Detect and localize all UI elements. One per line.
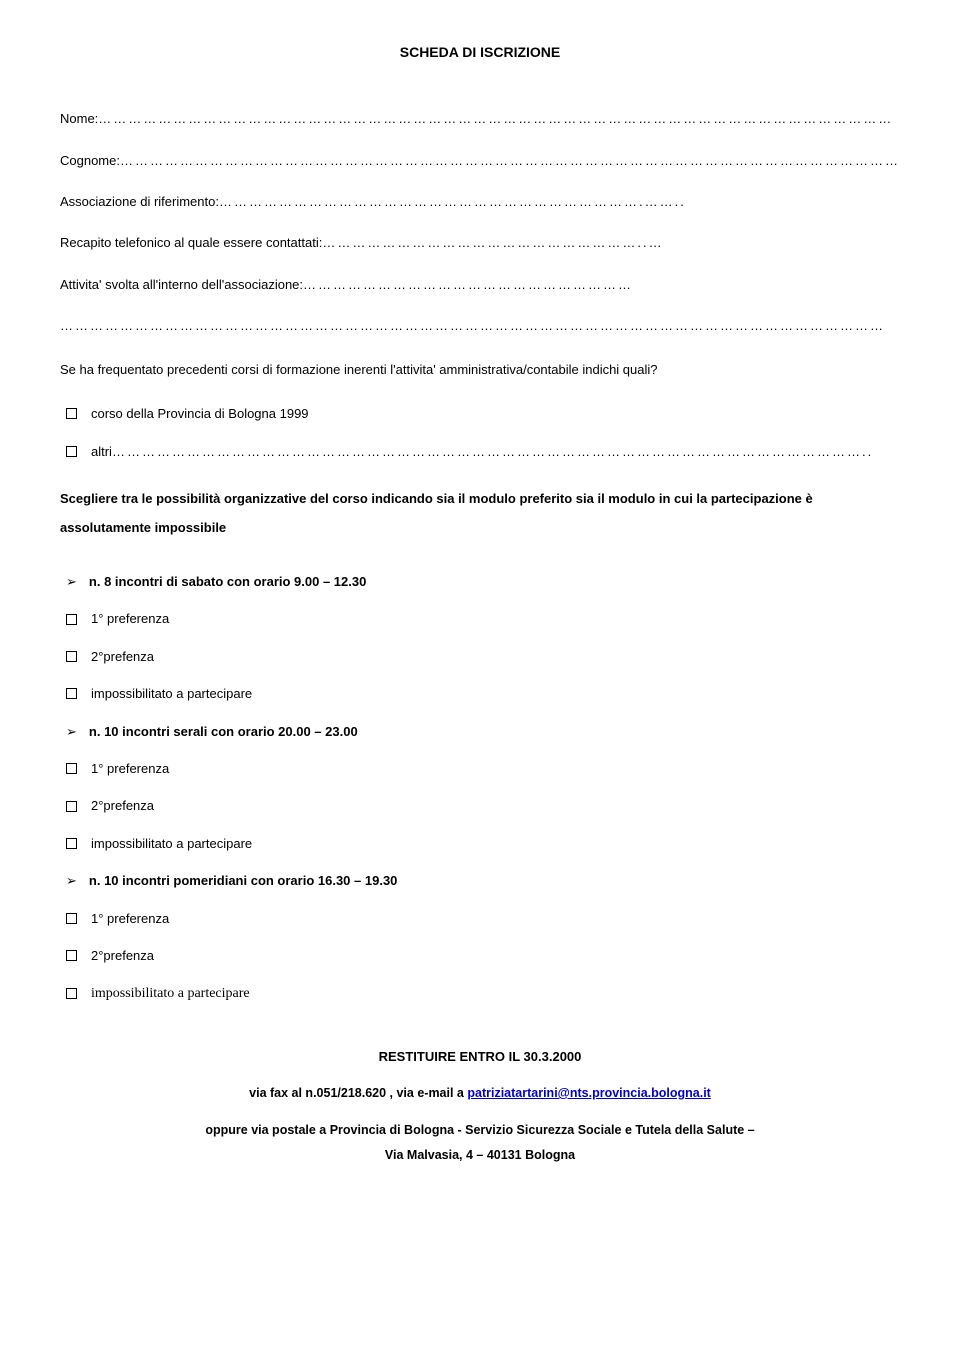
instruction-text: Scegliere tra le possibilità organizzati… [60, 485, 900, 542]
arrow-icon: ➢ [66, 869, 77, 892]
email-link[interactable]: patriziatartarini@nts.provincia.bologna.… [467, 1086, 710, 1100]
dots: ………………………………………………………… [303, 277, 633, 292]
form-title: SCHEDA DI ISCRIZIONE [60, 40, 900, 65]
choice-label: impossibilitato a partecipare [91, 682, 252, 705]
checkbox-icon[interactable] [66, 408, 77, 419]
checkbox-icon[interactable] [66, 950, 77, 961]
attivita-label: Attivita' svolta all'interno dell'associ… [60, 277, 303, 292]
opt3-choice-3: impossibilitato a partecipare [66, 981, 900, 1006]
return-by-text: RESTITUIRE ENTRO IL 30.3.2000 [60, 1045, 900, 1068]
nome-label: Nome: [60, 111, 98, 126]
opt2-choice-1: 1° preferenza [66, 757, 900, 780]
option-2-heading: n. 10 incontri serali con orario 20.00 –… [89, 720, 358, 743]
field-recapito: Recapito telefonico al quale essere cont… [60, 231, 900, 254]
dots: ………………………………………………………..… [322, 235, 663, 250]
dots: ………………………………………………………………………….…….. [219, 194, 686, 209]
prev-course-item-2: altri……………………………………………………………………………………………… [66, 440, 900, 463]
email-prefix: , via e-mail a [386, 1086, 467, 1100]
opt1-choice-1: 1° preferenza [66, 607, 900, 630]
postal-line-2: Via Malvasia, 4 – 40131 Bologna [60, 1143, 900, 1168]
checkbox-icon[interactable] [66, 801, 77, 812]
field-attivita: Attivita' svolta all'interno dell'associ… [60, 273, 900, 296]
opt1-choice-3: impossibilitato a partecipare [66, 682, 900, 705]
footer: RESTITUIRE ENTRO IL 30.3.2000 via fax al… [60, 1045, 900, 1169]
option-1-heading-row: ➢ n. 8 incontri di sabato con orario 9.0… [66, 570, 900, 593]
option-1-heading: n. 8 incontri di sabato con orario 9.00 … [89, 570, 366, 593]
option-2-choices: 1° preferenza 2°prefenza impossibilitato… [66, 757, 900, 855]
prev-course-label: altri [91, 440, 112, 463]
contact-line: via fax al n.051/218.620 , via e-mail a … [60, 1082, 900, 1105]
arrow-icon: ➢ [66, 570, 77, 593]
cognome-label: Cognome: [60, 153, 120, 168]
field-associazione: Associazione di riferimento:………………………………… [60, 190, 900, 213]
checkbox-icon[interactable] [66, 688, 77, 699]
opt3-choice-2: 2°prefenza [66, 944, 900, 967]
choice-label: impossibilitato a partecipare [91, 832, 252, 855]
fax-number: 051/218.620 [317, 1086, 387, 1100]
option-3-choices: 1° preferenza 2°prefenza impossibilitato… [66, 907, 900, 1007]
field-attivita-cont: …………………………………………………………………………………………………………… [60, 314, 900, 337]
opt2-choice-3: impossibilitato a partecipare [66, 832, 900, 855]
checkbox-icon[interactable] [66, 614, 77, 625]
field-nome: Nome:……………………………………………………………………………………………… [60, 107, 900, 130]
choice-label: 1° preferenza [91, 757, 169, 780]
option-2-heading-row: ➢ n. 10 incontri serali con orario 20.00… [66, 720, 900, 743]
postal-line-1: oppure via postale a Provincia di Bologn… [60, 1118, 900, 1143]
assoc-label: Associazione di riferimento: [60, 194, 219, 209]
checkbox-icon[interactable] [66, 913, 77, 924]
checkbox-icon[interactable] [66, 838, 77, 849]
dots: …………………………………………………………………………………………………………… [60, 318, 885, 333]
dots: …………………………………………………………………………………………………………… [98, 111, 893, 126]
option-3-heading: n. 10 incontri pomeridiani con orario 16… [89, 869, 398, 892]
choice-label: impossibilitato a partecipare [91, 981, 250, 1006]
fax-prefix: via fax al n. [249, 1086, 316, 1100]
prev-courses-list: corso della Provincia di Bologna 1999 al… [66, 402, 900, 463]
choice-label: 1° preferenza [91, 607, 169, 630]
dots: …………………………………………………………………………………………………………… [112, 440, 873, 463]
opt3-choice-1: 1° preferenza [66, 907, 900, 930]
prev-course-item-1: corso della Provincia di Bologna 1999 [66, 402, 900, 425]
checkbox-icon[interactable] [66, 651, 77, 662]
opt1-choice-2: 2°prefenza [66, 645, 900, 668]
option-3-heading-row: ➢ n. 10 incontri pomeridiani con orario … [66, 869, 900, 892]
field-cognome: Cognome:……………………………………………………………………………………… [60, 149, 900, 172]
dots: …………………………………………………………………………………………………………… [120, 153, 900, 168]
checkbox-icon[interactable] [66, 763, 77, 774]
recapito-label: Recapito telefonico al quale essere cont… [60, 235, 322, 250]
postal-address: oppure via postale a Provincia di Bologn… [60, 1118, 900, 1168]
choice-label: 2°prefenza [91, 645, 154, 668]
prev-courses-question: Se ha frequentato precedenti corsi di fo… [60, 356, 900, 385]
arrow-icon: ➢ [66, 720, 77, 743]
choice-label: 2°prefenza [91, 944, 154, 967]
option-1-choices: 1° preferenza 2°prefenza impossibilitato… [66, 607, 900, 705]
checkbox-icon[interactable] [66, 446, 77, 457]
prev-course-label: corso della Provincia di Bologna 1999 [91, 402, 309, 425]
choice-label: 1° preferenza [91, 907, 169, 930]
opt2-choice-2: 2°prefenza [66, 794, 900, 817]
checkbox-icon[interactable] [66, 988, 77, 999]
choice-label: 2°prefenza [91, 794, 154, 817]
